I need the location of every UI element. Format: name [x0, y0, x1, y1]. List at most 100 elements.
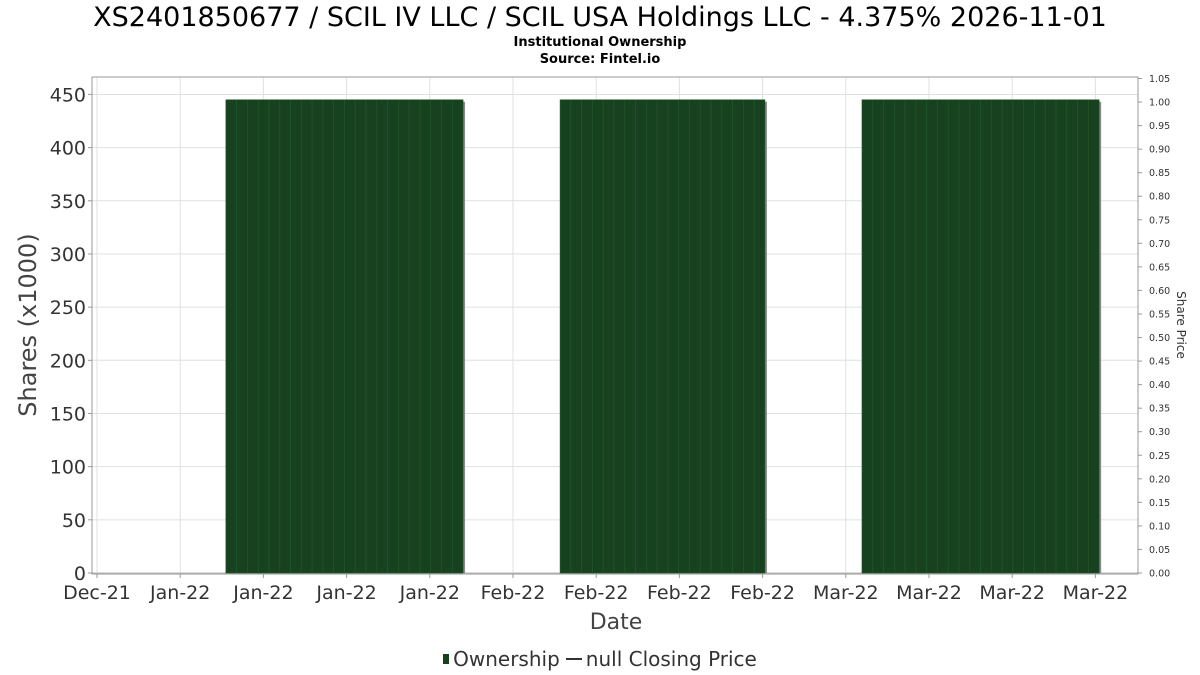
ownership-bar: [635, 99, 647, 574]
y2-tick-label: 0.85: [1149, 168, 1170, 179]
y-tick-label: 400: [50, 138, 86, 160]
plot-frame: [91, 76, 1139, 575]
ownership-bar: [1055, 99, 1068, 574]
chart-subtitle: Institutional Ownership: [513, 35, 687, 50]
y2-tick-label: 0.65: [1149, 262, 1170, 273]
y2-tick-label: 0.05: [1149, 545, 1170, 556]
y-tick-label: 450: [50, 84, 86, 106]
y2-tick-label: 0.15: [1149, 498, 1170, 509]
ownership-bar: [872, 99, 884, 574]
ownership-bar: [268, 99, 281, 574]
legend: Ownership null Closing Price: [0, 647, 1200, 671]
ownership-bar: [753, 99, 766, 574]
x-tick-label: Mar-22: [896, 582, 962, 604]
y2-tick-label: 0.50: [1149, 333, 1170, 344]
ownership-bar: [613, 99, 626, 574]
y2-tick-label: 0.25: [1149, 451, 1170, 462]
ownership-bar: [883, 99, 895, 574]
x-tick-label: Jan-22: [149, 582, 210, 604]
ownership-bar: [937, 99, 949, 574]
y-tick-label: 200: [50, 350, 86, 372]
ownership-bar: [710, 99, 723, 574]
ownership-bar: [743, 99, 755, 574]
ownership-bar: [904, 99, 917, 574]
ownership-bar: [236, 99, 248, 574]
ownership-bar: [947, 99, 960, 574]
ownership-bar: [699, 99, 712, 574]
x-tick-label: Feb-22: [564, 582, 629, 604]
ownership-bar: [894, 99, 906, 574]
ownership-bar: [333, 99, 345, 574]
x-tick-label: Feb-22: [647, 582, 712, 604]
ownership-bar: [408, 99, 421, 574]
ownership-bar: [926, 99, 938, 574]
x-tick-label: Jan-22: [315, 582, 376, 604]
y-axis-left: 0 50 100 150 200 250 300 350 400 450: [50, 84, 92, 585]
ownership-bar: [247, 99, 259, 574]
ownership-bar: [592, 99, 604, 574]
y-tick-label: 250: [50, 297, 86, 319]
ownership-bar: [958, 99, 971, 574]
ownership-bar: [322, 99, 334, 574]
x-tick-label: Jan-22: [232, 582, 293, 604]
y-tick-label: 50: [62, 510, 86, 532]
ownership-bar: [451, 99, 464, 574]
ownership-bar: [1077, 99, 1089, 574]
y2-tick-label: 0.55: [1149, 309, 1170, 320]
y-tick-label: 100: [50, 457, 86, 479]
x-tick-label: Jan-22: [399, 582, 460, 604]
y2-tick-label: 0.00: [1149, 569, 1170, 580]
ownership-bar: [969, 99, 981, 574]
ownership-bar: [290, 99, 302, 574]
ownership-bar: [721, 99, 733, 574]
ownership-bar: [441, 99, 453, 574]
y2-tick-label: 0.20: [1149, 474, 1170, 485]
ownership-bar: [1001, 99, 1014, 574]
y2-tick-label: 1.05: [1149, 74, 1170, 85]
ownership-bar: [398, 99, 410, 574]
x-tick-label: Mar-22: [1063, 582, 1129, 604]
ownership-bar: [678, 99, 690, 574]
x-tick-label: Feb-22: [730, 582, 795, 604]
ownership-bar: [667, 99, 679, 574]
ownership-bar: [980, 99, 992, 574]
y2-tick-label: 0.90: [1149, 145, 1170, 156]
x-tick-label: Dec-21: [63, 582, 131, 604]
ownership-bar: [279, 99, 291, 574]
ownership-bar: [991, 99, 1003, 574]
ownership-bar: [1044, 99, 1057, 574]
ownership-bar: [570, 99, 582, 574]
y-tick-label: 300: [50, 244, 86, 266]
ownership-bar: [624, 99, 636, 574]
ownership-bar: [1034, 99, 1046, 574]
y2-tick-label: 0.40: [1149, 380, 1170, 391]
x-axis: Dec-21 Jan-22 Jan-22 Jan-22 Jan-22 Feb-22 Feb-…: [63, 574, 1128, 604]
ownership-bar: [365, 99, 378, 574]
y-tick-label: 150: [50, 403, 86, 425]
ownership-bar: [646, 99, 658, 574]
chart-source: Source: Fintel.io: [539, 52, 661, 67]
ownership-bar: [1066, 99, 1078, 574]
x-axis-label: Date: [590, 610, 643, 635]
ownership-bar: [1023, 99, 1035, 574]
ownership-bar: [257, 99, 270, 574]
y2-tick-label: 0.80: [1149, 192, 1170, 203]
ownership-bar: [376, 99, 388, 574]
ownership-bar: [354, 99, 367, 574]
ownership-bar: [419, 99, 432, 574]
ownership-bar: [732, 99, 744, 574]
ownership-bar: [301, 99, 313, 574]
ownership-bar: [559, 99, 572, 574]
y2-tick-label: 0.35: [1149, 404, 1170, 415]
y2-tick-label: 0.45: [1149, 357, 1170, 368]
y2-tick-label: 0.60: [1149, 286, 1170, 297]
ownership-bar: [387, 99, 399, 574]
y-tick-label: 350: [50, 191, 86, 213]
y-axis-right: 0.00 0.05 0.10 0.15 0.20 0.25 0.30 0.35 0.40 0.45…: [1138, 74, 1170, 580]
chart-title: XS2401850677 / SCIL IV LLC / SCIL USA Ho…: [93, 2, 1107, 33]
ownership-bar: [311, 99, 324, 574]
y2-tick-label: 0.95: [1149, 121, 1170, 132]
y2-tick-label: 0.70: [1149, 239, 1170, 250]
ownership-bar: [656, 99, 669, 574]
